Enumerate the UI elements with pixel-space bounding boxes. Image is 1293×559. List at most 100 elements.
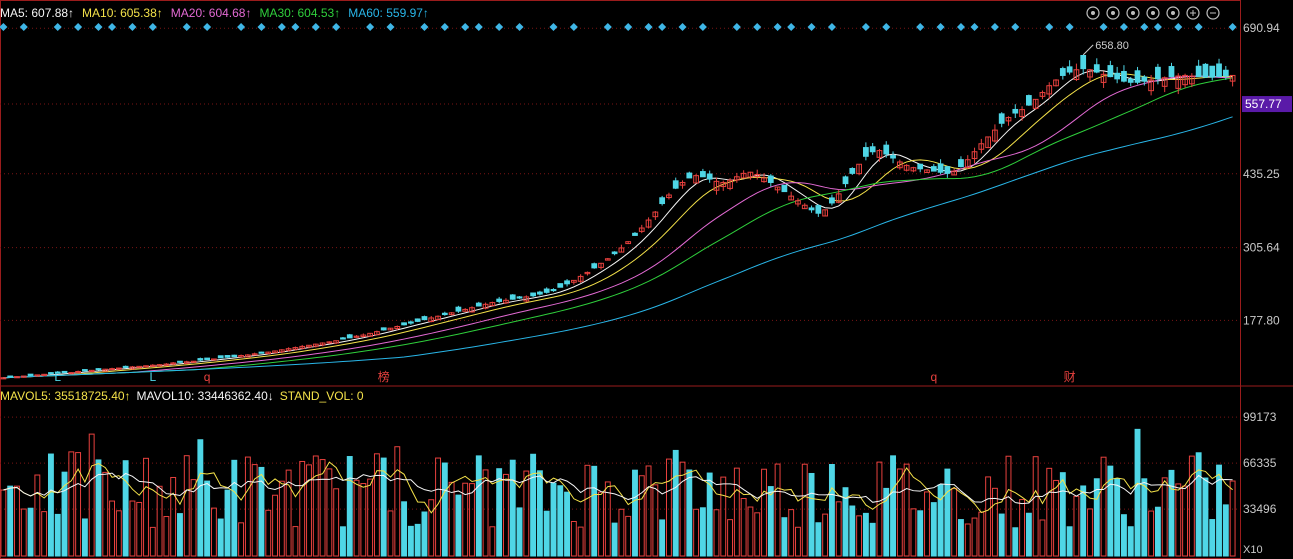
volume-bar <box>550 482 557 557</box>
volume-bar <box>414 523 421 557</box>
volume-bar <box>564 491 571 557</box>
candle-body <box>598 262 604 268</box>
vol-tick-label: 99173 <box>1243 410 1277 424</box>
volume-bar <box>224 489 231 557</box>
candle-body <box>1059 68 1066 76</box>
signal-diamond <box>420 23 429 31</box>
volume-bar <box>611 522 618 557</box>
candle-body <box>441 312 448 316</box>
lock-icon[interactable] <box>1146 6 1160 20</box>
vol-legend-item: MAVOL5: 35518725.40↑ <box>0 389 131 403</box>
volume-bar <box>1039 519 1046 557</box>
candle-body <box>149 364 156 367</box>
volume-bar <box>1209 519 1216 557</box>
ma5-line <box>3 69 1233 379</box>
candle-body <box>740 172 747 179</box>
volume-bar <box>849 505 856 557</box>
candle-body <box>727 179 733 189</box>
candle-body <box>34 374 41 377</box>
signal-diamond <box>515 23 524 31</box>
lock-icon-shape <box>1146 6 1160 20</box>
volume-bar <box>509 459 516 557</box>
signal-diamond <box>698 23 707 31</box>
volume-bar <box>210 507 217 557</box>
volume-bar <box>964 523 971 557</box>
volume-bar <box>978 511 985 557</box>
signal-markers <box>0 23 1237 31</box>
candle-body <box>211 358 217 361</box>
signal-diamond <box>549 23 558 31</box>
current-price-box <box>1242 96 1292 113</box>
signal-diamond <box>440 23 449 31</box>
volume-bar <box>944 468 951 557</box>
candle-body <box>75 370 81 374</box>
settings-icon[interactable] <box>1086 6 1100 20</box>
zoom-out-icon[interactable] <box>1206 6 1220 20</box>
volume-bar <box>1222 504 1229 557</box>
volume-bar <box>190 479 197 557</box>
candle-body <box>156 364 163 367</box>
candle-body <box>713 180 720 191</box>
signal-diamond <box>732 23 741 31</box>
volume-bar <box>1154 506 1161 557</box>
volume-bar <box>795 526 801 557</box>
pen-icon[interactable] <box>1106 6 1120 20</box>
volume-bar <box>1053 479 1059 557</box>
volume-bar <box>1025 512 1032 557</box>
candle-body <box>767 175 774 183</box>
volume-bar <box>496 468 503 557</box>
volume-bar <box>204 480 211 557</box>
volume-bar <box>244 456 251 557</box>
eye-icon[interactable] <box>1126 6 1140 20</box>
event-marker: 财 <box>1064 370 1076 384</box>
candle-body <box>496 298 503 302</box>
signal-diamond <box>807 23 816 31</box>
pen-icon-shape <box>1106 6 1120 20</box>
volume-bar <box>258 466 265 557</box>
volume-bar <box>727 519 733 557</box>
volume-bar <box>618 508 625 557</box>
candle-body <box>863 147 869 157</box>
candle-body <box>387 327 394 331</box>
candle-body <box>910 167 917 172</box>
volume-bar <box>462 482 469 557</box>
candle-body <box>455 306 462 312</box>
candle-body <box>1039 92 1046 97</box>
candle-body <box>618 247 625 253</box>
candle-body <box>326 341 333 344</box>
volume-bar <box>122 460 129 557</box>
zoom-in-icon[interactable] <box>1186 6 1200 20</box>
candle-body <box>231 354 238 358</box>
volume-bar <box>1127 526 1134 557</box>
candle-body <box>435 315 441 321</box>
volume-bar <box>177 513 183 557</box>
candle-body <box>530 292 536 297</box>
candle-body <box>869 146 876 153</box>
volume-bar <box>632 469 638 557</box>
candle-body <box>883 144 890 155</box>
candle-body <box>761 177 767 183</box>
vol-unit-label: X10 <box>1243 544 1263 556</box>
dot <box>1111 11 1115 15</box>
volume-bar <box>34 474 41 557</box>
candle-body <box>523 296 530 302</box>
volume-bar <box>1012 527 1019 557</box>
signal-diamond <box>237 23 246 31</box>
volume-bar <box>876 461 883 557</box>
candle-body <box>489 302 496 307</box>
candle-body <box>1107 65 1114 78</box>
candle-body <box>1012 108 1019 114</box>
grab-icon[interactable] <box>1166 6 1180 20</box>
signal-diamond <box>53 23 62 31</box>
signal-diamond <box>773 23 782 31</box>
chart-toolbar[interactable] <box>1086 6 1220 20</box>
candle-body <box>374 331 380 336</box>
candle-body <box>998 113 1005 124</box>
volume-bar <box>985 476 992 557</box>
volume-bar <box>1005 455 1012 557</box>
candle-body <box>7 375 14 378</box>
candle-body <box>564 280 570 285</box>
volume-bar <box>373 453 380 557</box>
volume-bar <box>584 464 591 557</box>
signal-diamond <box>108 23 117 31</box>
